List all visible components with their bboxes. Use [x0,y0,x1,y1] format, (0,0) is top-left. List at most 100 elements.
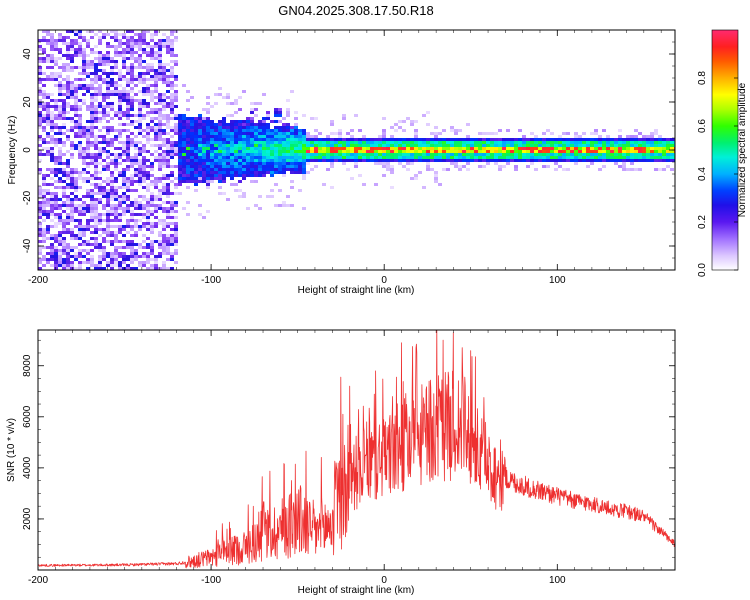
spectrogram-cell [642,141,646,144]
spectrogram-cell [222,171,226,174]
spectrogram-cell [202,180,206,183]
spectrogram-cell [206,123,210,126]
spectrogram-cell [42,108,46,111]
spectrogram-cell [154,102,158,105]
spectrogram-cell [178,156,182,159]
spectrogram-cell [70,213,74,216]
spectrogram-cell [130,132,134,135]
spectrogram-cell [402,138,406,141]
spectrogram-cell [154,150,158,153]
spectrogram-cell [74,135,78,138]
spectrogram-cell [310,168,314,171]
spectrogram-cell [102,189,106,192]
spectrogram-cell [266,171,270,174]
spectrogram-cell [46,231,50,234]
spectrogram-cell [334,150,338,153]
spectrogram-cell [90,204,94,207]
spectrogram-cell [594,132,598,135]
spectrogram-cell [418,141,422,144]
spectrogram-cell [86,60,90,63]
spectrogram-cell [146,135,150,138]
spectrogram-cell [74,252,78,255]
spectrogram-cell [90,84,94,87]
spectrogram-cell [98,105,102,108]
spectrogram-cell [142,159,146,162]
spectrogram-cell [486,159,490,162]
spectrogram-cell [94,159,98,162]
spectrogram-cell [146,93,150,96]
spectrogram-cell [166,69,170,72]
spectrogram-cell [550,153,554,156]
spectrogram-cell [238,168,242,171]
spectrogram-cell [238,144,242,147]
spectrogram-cell [158,45,162,48]
spectrogram-cell [226,93,230,96]
spectrogram-cell [222,168,226,171]
spectrogram-cell [110,66,114,69]
spectrogram-cell [198,171,202,174]
spectrogram-cell [102,54,106,57]
spectrogram-cell [114,87,118,90]
spectrogram-cell [66,174,70,177]
spectrogram-cell [142,264,146,267]
spectrogram-cell [626,141,630,144]
spectrogram-cell [246,171,250,174]
spectrogram-cell [614,159,618,162]
spectrogram-cell [614,144,618,147]
spectrogram-cell [250,150,254,153]
spectrogram-cell [234,189,238,192]
spectrogram-cell [298,129,302,132]
spectrogram-cell [146,87,150,90]
spectrogram-cell [614,150,618,153]
spectrogram-cell [622,165,626,168]
spectrogram-cell [398,162,402,165]
spectrogram-cell [142,255,146,258]
spectrogram-cell [94,183,98,186]
spectrogram-cell [478,153,482,156]
spectrogram-cell [166,48,170,51]
spectrogram-cell [526,141,530,144]
spectrogram-cell [298,168,302,171]
spectrogram-cell [82,249,86,252]
spectrogram-cell [122,201,126,204]
spectrogram-cell [54,198,58,201]
spectrogram-cell [414,129,418,132]
spectrogram-cell [42,72,46,75]
spectrogram-cell [134,144,138,147]
spectrogram-cell [202,165,206,168]
spectrogram-cell [66,129,70,132]
spectrogram-cell [110,204,114,207]
spectrogram-cell [454,162,458,165]
spectrogram-cell [110,36,114,39]
spectrogram-cell [582,156,586,159]
spectrogram-cell [82,261,86,264]
spectrogram-cell [662,168,666,171]
spectrogram-cell [330,153,334,156]
spectrogram-cell [542,153,546,156]
spectrogram-cell [70,204,74,207]
spectrogram-cell [414,174,418,177]
spectrogram-cell [242,135,246,138]
spectrogram-cell [294,117,298,120]
spectrogram-cell [130,102,134,105]
spectrogram-cell [174,84,178,87]
spectrogram-cell [286,144,290,147]
spectrogram-cell [154,225,158,228]
spectrogram-cell [54,48,58,51]
spectrogram-ylabel: Frequency (Hz) [7,116,18,185]
spectrogram-cell [470,153,474,156]
spectrogram-cell [170,42,174,45]
spectrogram-cell [302,141,306,144]
spectrogram-cell [566,141,570,144]
spectrogram-cell [150,75,154,78]
spectrogram-cell [78,222,82,225]
spectrogram-cell [214,132,218,135]
spectrogram-cell [86,42,90,45]
spectrogram-cell [122,51,126,54]
spectrogram-cell [78,207,82,210]
spectrogram-cell [302,162,306,165]
spectrogram-cell [134,141,138,144]
spectrogram-cell [662,147,666,150]
spectrogram-cell [78,150,82,153]
spectrogram-cell [38,258,42,261]
